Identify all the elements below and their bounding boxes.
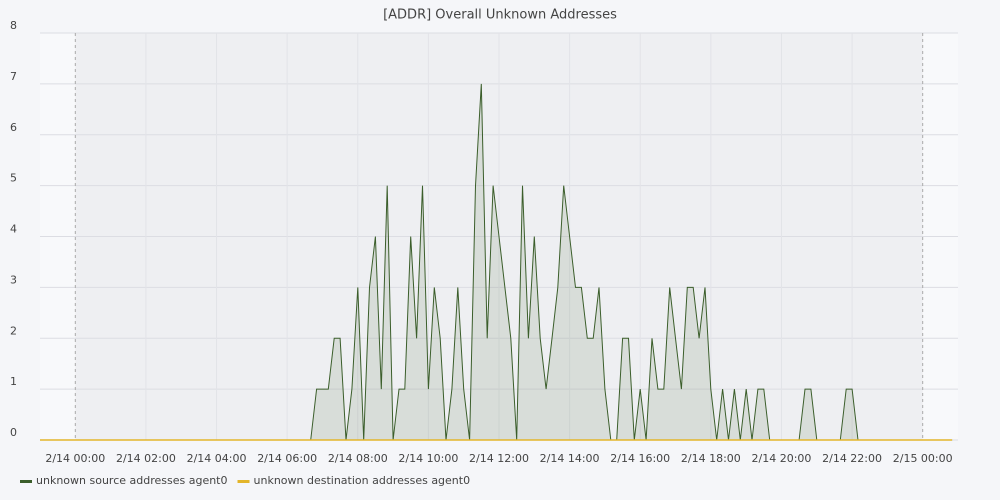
x-tick-label: 2/14 04:00 xyxy=(187,452,247,465)
legend-swatch xyxy=(20,480,32,483)
area xyxy=(40,83,953,441)
y-tick-label: 5 xyxy=(10,172,17,185)
y-tick-label: 1 xyxy=(10,375,17,388)
x-tick-label: 2/14 12:00 xyxy=(469,452,529,465)
y-tick-label: 2 xyxy=(10,324,17,337)
x-tick-label: 2/14 00:00 xyxy=(45,452,105,465)
x-tick-label: 2/14 14:00 xyxy=(540,452,600,465)
legend-label: unknown source addresses agent0 xyxy=(36,474,228,487)
y-tick-label: 7 xyxy=(10,70,17,83)
x-tick-label: 2/14 18:00 xyxy=(681,452,741,465)
y-tick-label: 4 xyxy=(10,223,17,236)
x-tick-label: 2/14 16:00 xyxy=(610,452,670,465)
y-tick-label: 8 xyxy=(10,19,17,32)
x-tick-label: 2/14 10:00 xyxy=(398,452,458,465)
x-tick-label: 2/14 22:00 xyxy=(822,452,882,465)
x-tick-label: 2/15 00:00 xyxy=(893,452,953,465)
legend-label: unknown destination addresses agent0 xyxy=(254,474,471,487)
x-tick-label: 2/14 06:00 xyxy=(257,452,317,465)
x-tick-label: 2/14 08:00 xyxy=(328,452,388,465)
y-tick-label: 3 xyxy=(10,273,17,286)
x-tick-label: 2/14 02:00 xyxy=(116,452,176,465)
legend-swatch xyxy=(237,480,250,483)
chart-title: [ADDR] Overall Unknown Addresses xyxy=(383,8,617,23)
x-tick-label: 2/14 20:00 xyxy=(752,452,812,465)
y-tick-label: 6 xyxy=(10,121,17,134)
line xyxy=(40,83,953,441)
y-tick-label: 0 xyxy=(10,426,17,439)
